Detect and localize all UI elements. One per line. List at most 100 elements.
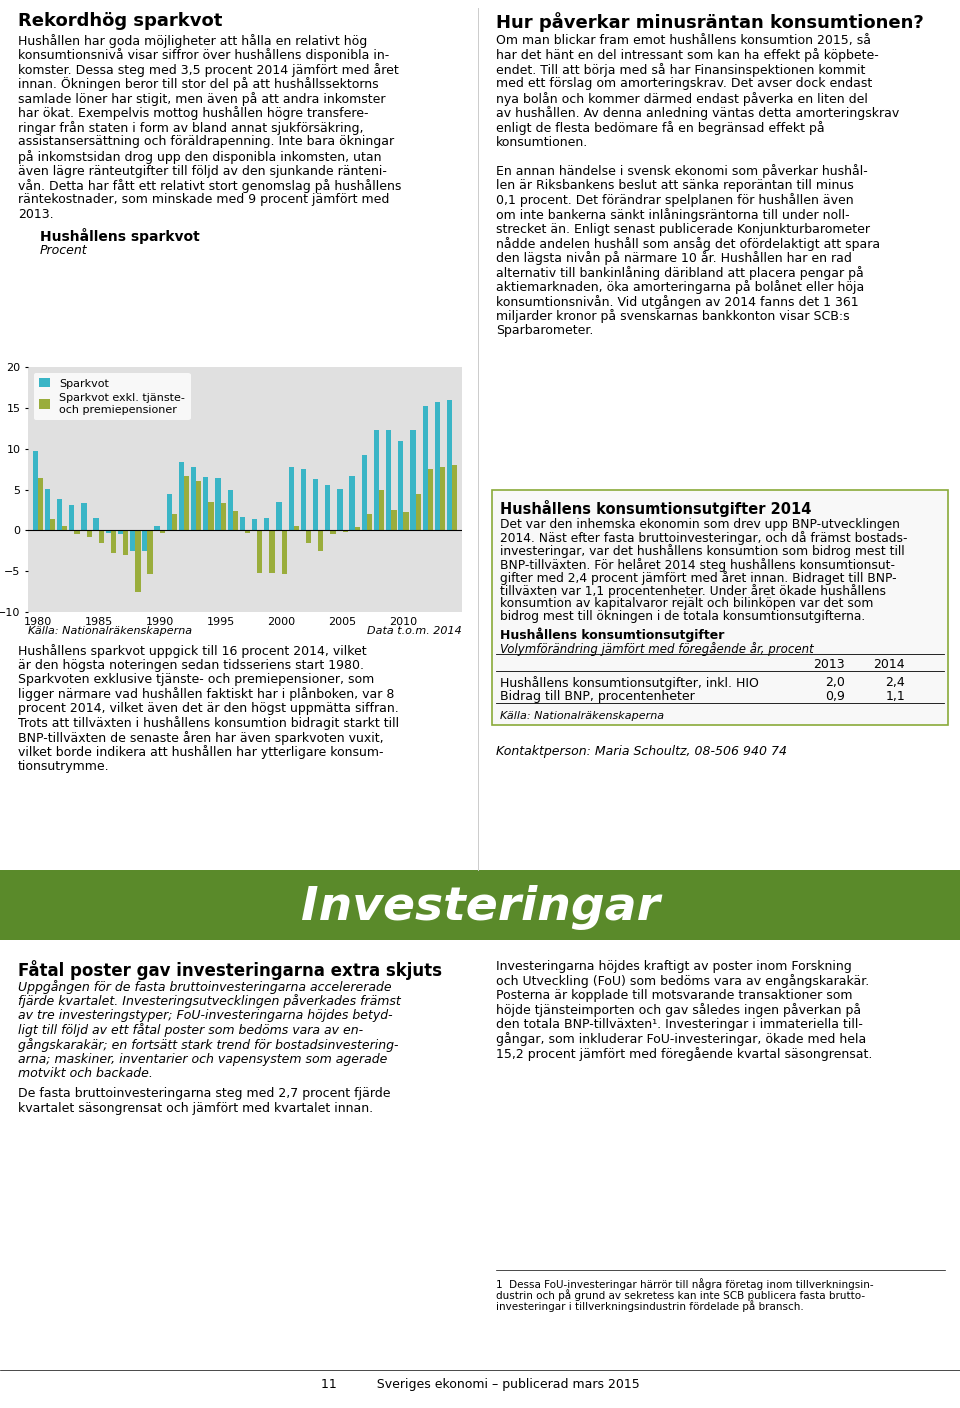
Text: Trots att tillväxten i hushållens konsumtion bidragit starkt till: Trots att tillväxten i hushållens konsum… xyxy=(18,717,399,731)
Text: Hushållens konsumtionsutgifter 2014: Hushållens konsumtionsutgifter 2014 xyxy=(500,500,811,517)
Text: konsumtion av kapitalvaror rejält och bilinköpen var det som: konsumtion av kapitalvaror rejält och bi… xyxy=(500,597,874,610)
Text: den lägsta nivån på närmare 10 år. Hushållen har en rad: den lägsta nivån på närmare 10 år. Hushå… xyxy=(496,252,852,266)
Text: 0,9: 0,9 xyxy=(826,690,845,703)
Text: Procent: Procent xyxy=(40,244,87,256)
Bar xyxy=(289,467,294,531)
Text: nya bolån och kommer därmed endast påverka en liten del: nya bolån och kommer därmed endast påver… xyxy=(496,92,868,106)
Text: Källa: Nationalräkenskaperna: Källa: Nationalräkenskaperna xyxy=(500,711,664,721)
Bar xyxy=(440,466,445,531)
Bar xyxy=(337,489,343,531)
Bar xyxy=(99,531,104,542)
Text: 2014. Näst efter fasta bruttoinvesteringar, och då främst bostads-: 2014. Näst efter fasta bruttoinvestering… xyxy=(500,531,907,545)
Text: Investeringar: Investeringar xyxy=(300,884,660,929)
Text: höjde tjänsteimporten och gav således ingen påverkan på: höjde tjänsteimporten och gav således in… xyxy=(496,1004,861,1018)
Text: av hushållen. Av denna anledning väntas detta amorteringskrav: av hushållen. Av denna anledning väntas … xyxy=(496,107,900,121)
Text: Fåtal poster gav investeringarna extra skjuts: Fåtal poster gav investeringarna extra s… xyxy=(18,960,442,980)
Text: 2014: 2014 xyxy=(874,658,905,670)
Text: Rekordhög sparkvot: Rekordhög sparkvot xyxy=(18,13,223,30)
Bar xyxy=(313,479,318,531)
Text: arna; maskiner, inventarier och vapensystem som agerade: arna; maskiner, inventarier och vapensys… xyxy=(18,1053,388,1066)
Bar xyxy=(33,451,37,531)
Bar xyxy=(386,429,392,531)
Text: Hushållens sparkvot uppgick till 16 procent 2014, vilket: Hushållens sparkvot uppgick till 16 proc… xyxy=(18,643,367,658)
Bar xyxy=(204,477,208,531)
Text: miljarder kronor på svenskarnas bankkonton visar SCB:s: miljarder kronor på svenskarnas bankkont… xyxy=(496,310,850,324)
Bar xyxy=(257,531,262,573)
Text: aktiemarknaden, öka amorteringarna på bolånet eller höja: aktiemarknaden, öka amorteringarna på bo… xyxy=(496,280,864,294)
Text: innan. Ökningen beror till stor del på att hushållssektorns: innan. Ökningen beror till stor del på a… xyxy=(18,77,378,92)
Text: nådde andelen hushåll som ansåg det ofördelaktigt att spara: nådde andelen hushåll som ansåg det oför… xyxy=(496,237,880,251)
Text: enligt de flesta bedömare få en begränsad effekt på: enligt de flesta bedömare få en begränsa… xyxy=(496,121,825,135)
Bar xyxy=(172,514,177,531)
Bar xyxy=(82,503,86,531)
Text: dustrin och på grund av sekretess kan inte SCB publicera fasta brutto-: dustrin och på grund av sekretess kan in… xyxy=(496,1288,865,1301)
Text: samlade löner har stigit, men även på att andra inkomster: samlade löner har stigit, men även på at… xyxy=(18,92,386,106)
Text: Data t.o.m. 2014: Data t.o.m. 2014 xyxy=(368,627,462,636)
Text: 0,1 procent. Det förändrar spelplanen för hushållen även: 0,1 procent. Det förändrar spelplanen fö… xyxy=(496,193,853,207)
Text: 1,1: 1,1 xyxy=(885,690,905,703)
Bar xyxy=(416,494,420,531)
Text: 15,2 procent jämfört med föregående kvartal säsongrensat.: 15,2 procent jämfört med föregående kvar… xyxy=(496,1048,873,1062)
Bar xyxy=(428,469,433,531)
Text: BNP-tillväxten de senaste åren har även sparkvoten vuxit,: BNP-tillväxten de senaste åren har även … xyxy=(18,731,384,745)
Text: Sparbarometer.: Sparbarometer. xyxy=(496,324,593,337)
Bar xyxy=(191,466,196,531)
Bar xyxy=(93,518,99,531)
Bar xyxy=(343,531,348,532)
Text: Investeringarna höjdes kraftigt av poster inom Forskning: Investeringarna höjdes kraftigt av poste… xyxy=(496,960,852,973)
Text: En annan händelse i svensk ekonomi som påverkar hushål-: En annan händelse i svensk ekonomi som p… xyxy=(496,165,868,179)
Text: tillväxten var 1,1 procentenheter. Under året ökade hushållens: tillväxten var 1,1 procentenheter. Under… xyxy=(500,584,886,598)
Text: gångskarakär; en fortsätt stark trend för bostadsinvestering-: gångskarakär; en fortsätt stark trend fö… xyxy=(18,1038,398,1052)
Text: Hur påverkar minusräntan konsumtionen?: Hur påverkar minusräntan konsumtionen? xyxy=(496,13,924,32)
Bar xyxy=(45,489,50,531)
Text: den totala BNP-tillväxten¹. Investeringar i immateriella till-: den totala BNP-tillväxten¹. Investeringa… xyxy=(496,1018,863,1031)
Text: BNP-tillväxten. För helåret 2014 steg hushållens konsumtionsut-: BNP-tillväxten. För helåret 2014 steg hu… xyxy=(500,558,895,572)
Text: alternativ till bankinlåning däribland att placera pengar på: alternativ till bankinlåning däribland a… xyxy=(496,266,864,280)
Bar xyxy=(325,486,330,531)
Bar xyxy=(379,490,384,531)
Text: om inte bankerna sänkt inlåningsräntorna till under noll-: om inte bankerna sänkt inlåningsräntorna… xyxy=(496,208,850,222)
Bar xyxy=(362,455,367,531)
Bar xyxy=(447,400,452,531)
Text: Sparkvoten exklusive tjänste- och premiepensioner, som: Sparkvoten exklusive tjänste- och premie… xyxy=(18,673,374,686)
Bar xyxy=(196,480,202,531)
Bar xyxy=(86,531,92,536)
Text: Hushållen har goda möjligheter att hålla en relativt hög: Hushållen har goda möjligheter att hålla… xyxy=(18,34,368,48)
Text: räntekostnader, som minskade med 9 procent jämfört med: räntekostnader, som minskade med 9 proce… xyxy=(18,193,390,207)
Text: konsumtionsnivån. Vid utgången av 2014 fanns det 1 361: konsumtionsnivån. Vid utgången av 2014 f… xyxy=(496,296,858,308)
Text: Hushållens konsumtionsutgifter: Hushållens konsumtionsutgifter xyxy=(500,628,725,642)
Bar xyxy=(167,494,172,531)
Bar xyxy=(403,511,409,531)
Text: Hushållens sparkvot: Hushållens sparkvot xyxy=(40,228,200,245)
Bar xyxy=(422,406,428,531)
Text: endet. Till att börja med så har Finansinspektionen kommit: endet. Till att börja med så har Finansi… xyxy=(496,63,865,77)
Text: De fasta bruttoinvesteringarna steg med 2,7 procent fjärde: De fasta bruttoinvesteringarna steg med … xyxy=(18,1087,391,1101)
Text: Hushållens konsumtionsutgifter, inkl. HIO: Hushållens konsumtionsutgifter, inkl. HI… xyxy=(500,676,758,690)
Bar xyxy=(240,517,245,531)
Text: bidrog mest till ökningen i de totala konsumtionsutgifterna.: bidrog mest till ökningen i de totala ko… xyxy=(500,611,865,624)
Bar xyxy=(294,527,299,531)
Text: Volymförändring jämfört med föregående år, procent: Volymförändring jämfört med föregående å… xyxy=(500,642,814,656)
Bar xyxy=(179,462,184,531)
Text: 1  Dessa FoU-investeringar härrör till några företag inom tillverkningsin-: 1 Dessa FoU-investeringar härrör till nå… xyxy=(496,1278,874,1290)
Bar xyxy=(435,403,440,531)
Text: procent 2014, vilket även det är den högst uppmätta siffran.: procent 2014, vilket även det är den hög… xyxy=(18,703,398,715)
Text: av tre investeringstyper; FoU-investeringarna höjdes betyd-: av tre investeringstyper; FoU-investerin… xyxy=(18,1010,393,1022)
Bar xyxy=(221,504,226,531)
Bar xyxy=(252,520,257,531)
Bar xyxy=(233,511,238,531)
Bar xyxy=(155,527,159,531)
Text: Det var den inhemska ekonomin som drev upp BNP-utvecklingen: Det var den inhemska ekonomin som drev u… xyxy=(500,518,900,531)
Text: ligt till följd av ett fåtal poster som bedöms vara av en-: ligt till följd av ett fåtal poster som … xyxy=(18,1024,363,1038)
Text: fjärde kvartalet. Investeringsutvecklingen påverkades främst: fjärde kvartalet. Investeringsutveckling… xyxy=(18,994,400,1008)
Text: vilket borde indikera att hushållen har ytterligare konsum-: vilket borde indikera att hushållen har … xyxy=(18,745,383,759)
Text: Posterna är kopplade till motsvarande transaktioner som: Posterna är kopplade till motsvarande tr… xyxy=(496,988,852,1002)
Text: på inkomstsidan drog upp den disponibla inkomsten, utan: på inkomstsidan drog upp den disponibla … xyxy=(18,151,381,163)
Bar xyxy=(276,501,281,531)
Bar xyxy=(373,429,379,531)
Text: investeringar, var det hushållens konsumtion som bidrog mest till: investeringar, var det hushållens konsum… xyxy=(500,545,904,559)
FancyBboxPatch shape xyxy=(492,490,948,725)
Text: har ökat. Exempelvis mottog hushållen högre transfere-: har ökat. Exempelvis mottog hushållen hö… xyxy=(18,107,369,121)
Bar xyxy=(411,429,416,531)
Legend: Sparkvot, Sparkvot exkl. tjänste-
och premiepensioner: Sparkvot, Sparkvot exkl. tjänste- och pr… xyxy=(34,373,190,420)
